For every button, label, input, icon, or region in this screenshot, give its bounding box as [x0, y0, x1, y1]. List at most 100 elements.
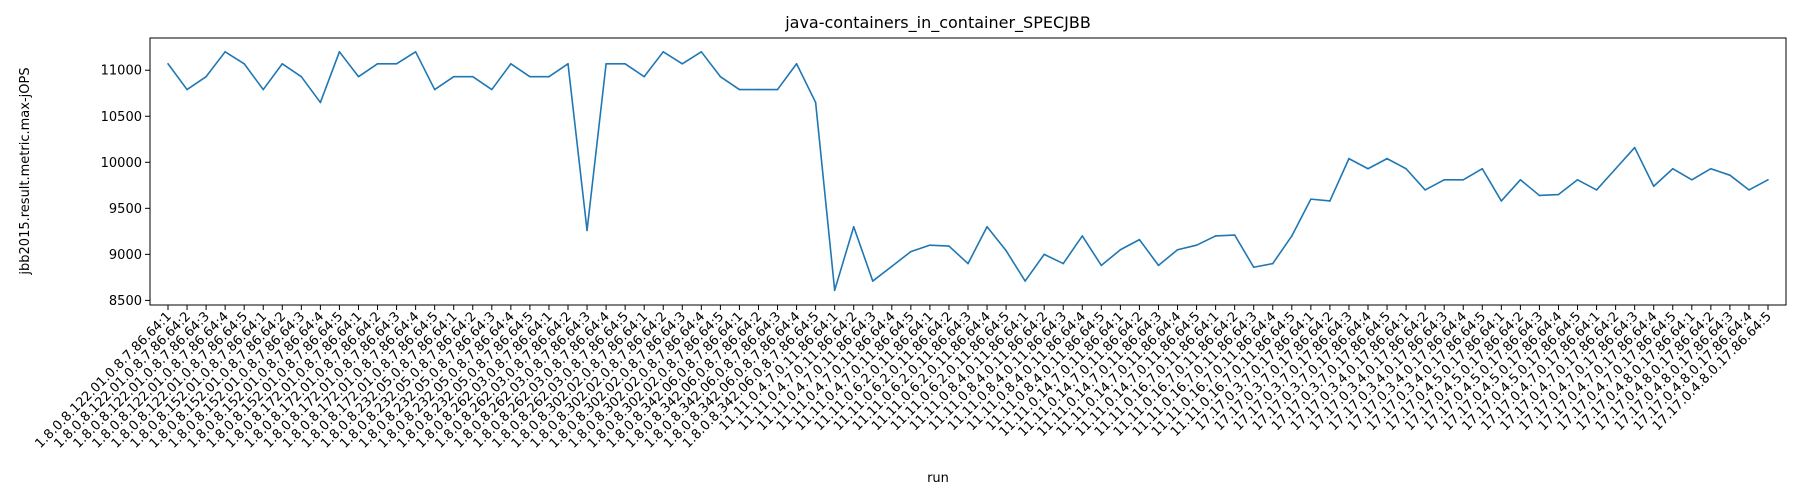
data-point: [1729, 174, 1731, 176]
data-point: [1233, 234, 1236, 236]
data-points: [167, 51, 1769, 292]
data-point: [1043, 253, 1045, 256]
y-axis-title: jbb2015.result.metric.max-jOPS: [18, 67, 33, 275]
data-point: [586, 229, 588, 232]
data-point: [1405, 167, 1407, 170]
y-tick-label: 9000: [109, 248, 142, 263]
data-point: [548, 75, 550, 78]
data-point: [1557, 193, 1560, 196]
data-point: [262, 88, 265, 91]
data-point: [643, 75, 645, 78]
data-point: [1424, 189, 1426, 191]
data-point: [186, 88, 188, 91]
data-point: [1710, 167, 1712, 170]
data-point: [433, 88, 436, 91]
data-point: [491, 88, 493, 91]
data-point: [1462, 178, 1465, 181]
data-point: [1481, 167, 1484, 170]
data-point: [1348, 157, 1350, 160]
data-point: [700, 51, 703, 53]
y-tick-label: 9500: [109, 202, 142, 217]
data-point: [1291, 235, 1293, 237]
data-point: [1519, 178, 1522, 181]
data-point: [1214, 235, 1217, 237]
data-point: [1005, 249, 1007, 252]
y-axis: 8500 9000 9500 10000 10500 11000: [101, 64, 150, 309]
data-point: [1024, 280, 1026, 282]
data-point: [852, 225, 855, 228]
data-point: [1367, 167, 1369, 170]
data-point: [471, 75, 474, 78]
data-point: [795, 62, 798, 65]
data-point: [605, 62, 607, 65]
data-point: [910, 250, 912, 253]
data-point: [1767, 178, 1769, 181]
data-point: [529, 75, 531, 78]
data-point: [1538, 194, 1541, 197]
data-point: [338, 51, 341, 53]
data-point: [1671, 167, 1674, 170]
data-point: [452, 75, 455, 78]
y-tick-label: 10000: [101, 156, 142, 171]
y-tick-label: 11000: [101, 64, 142, 79]
data-point: [738, 88, 741, 91]
data-point: [1329, 200, 1331, 202]
y-tick-label: 8500: [109, 294, 142, 309]
data-point: [1252, 266, 1255, 269]
data-point: [929, 244, 931, 246]
data-point: [871, 280, 874, 282]
plot-area-frame: [149, 37, 1787, 306]
data-point: [833, 289, 836, 292]
data-point: [243, 62, 245, 65]
data-point: [757, 88, 760, 91]
data-point: [1138, 238, 1141, 241]
data-point: [776, 88, 779, 91]
data-point: [510, 62, 512, 65]
data-point: [891, 265, 893, 268]
data-point: [662, 51, 665, 53]
data-point: [1176, 248, 1179, 251]
data-point: [414, 51, 417, 53]
data-point: [1595, 189, 1598, 191]
data-point: [357, 75, 360, 78]
data-point: [1748, 189, 1750, 191]
data-point: [1081, 235, 1084, 237]
data-point: [1157, 264, 1160, 267]
data-point: [567, 62, 569, 65]
data-point: [1500, 200, 1503, 202]
series-line: [167, 51, 1769, 292]
data-point: [1443, 178, 1445, 181]
x-axis-title: run: [927, 471, 949, 486]
data-point: [300, 75, 303, 78]
data-point: [1195, 244, 1198, 246]
data-point: [1310, 198, 1312, 200]
data-point: [967, 262, 969, 265]
data-point: [814, 101, 817, 104]
data-point: [167, 62, 169, 65]
data-point: [1100, 264, 1103, 267]
data-point: [719, 75, 722, 78]
data-point: [681, 62, 684, 65]
data-point: [1119, 248, 1122, 251]
x-axis: 1.8.0.8.122.01.0.8.7.86.64:11.8.0.8.122.…: [32, 305, 1775, 452]
data-point: [948, 245, 950, 247]
data-point: [319, 101, 322, 104]
data-point: [1576, 178, 1579, 181]
data-point: [281, 62, 284, 65]
data-point: [1633, 146, 1636, 149]
data-point: [205, 75, 207, 78]
y-tick-label: 10500: [101, 110, 142, 125]
data-point: [395, 62, 398, 65]
data-point: [986, 225, 988, 228]
data-point: [1652, 185, 1655, 188]
chart-title: java-containers_in_container_SPECJBB: [784, 13, 1091, 33]
data-point: [1386, 157, 1388, 160]
data-point: [1062, 262, 1065, 265]
data-point: [224, 51, 226, 53]
data-point: [376, 62, 379, 65]
data-point: [624, 62, 626, 65]
data-point: [1271, 262, 1274, 265]
data-point: [1691, 178, 1693, 181]
data-point: [1614, 167, 1617, 170]
